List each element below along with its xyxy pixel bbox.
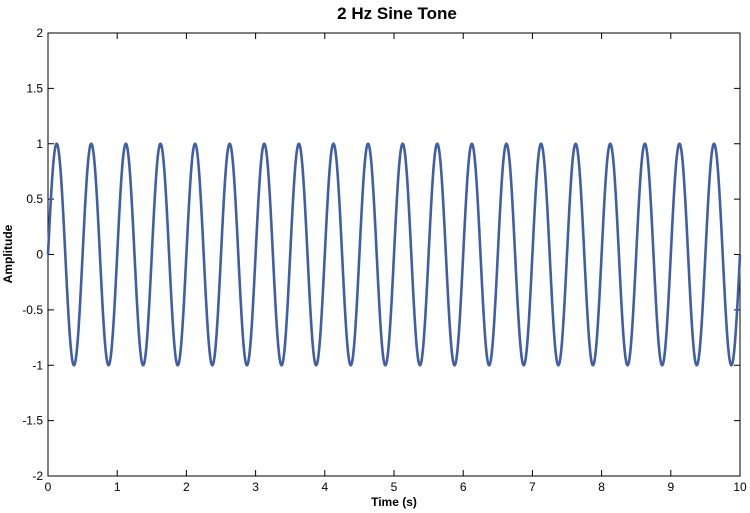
y-tick-labels: -2 -1.5 -1 -0.5 0 0.5 1 1.5 2: [22, 26, 43, 483]
x-tick-label: 1: [114, 480, 121, 494]
y-tick-label: -1: [32, 358, 43, 372]
x-tick-label: 3: [252, 480, 259, 494]
series-line-2hz-sine: [46, 142, 742, 367]
x-tick-label: 7: [529, 480, 536, 494]
y-tick-label: -1.5: [22, 414, 43, 428]
y-tick-label: -0.5: [22, 303, 43, 317]
x-tick-labels: 0 1 2 3 4 5 6 7 8 9 10: [45, 480, 747, 494]
y-tick-label: 1.5: [26, 81, 43, 95]
y-axis-label: Amplitude: [1, 224, 15, 283]
x-tick-label: 10: [733, 480, 747, 494]
x-tick-label: 0: [45, 480, 52, 494]
x-tick-label: 8: [598, 480, 605, 494]
y-tick-label: 2: [36, 26, 43, 40]
x-tick-label: 5: [391, 480, 398, 494]
y-tick-label: 0: [36, 248, 43, 262]
x-axis-label: Time (s): [371, 495, 417, 509]
x-tick-label: 6: [460, 480, 467, 494]
y-tick-label: -2: [32, 469, 43, 483]
tick-marks: [47, 32, 741, 477]
y-tick-label: 1: [36, 137, 43, 151]
x-tick-label: 4: [321, 480, 328, 494]
x-tick-label: 2: [183, 480, 190, 494]
x-tick-label: 9: [667, 480, 674, 494]
chart-title: 2 Hz Sine Tone: [337, 4, 457, 23]
y-tick-label: 0.5: [26, 192, 43, 206]
